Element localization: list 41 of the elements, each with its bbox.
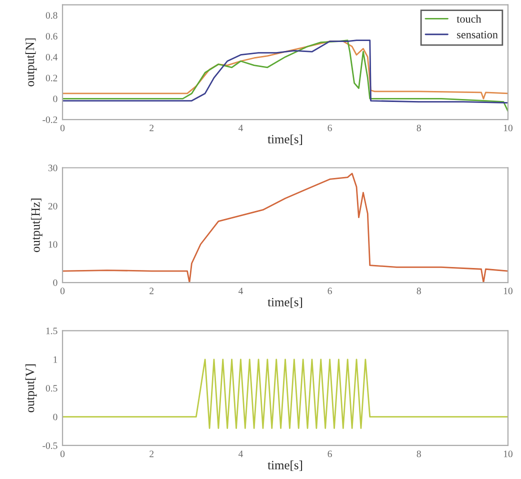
y-tick-label: 0.4 bbox=[46, 54, 58, 60]
y-tick-label: 0 bbox=[53, 96, 58, 102]
y-tick-label: 0 bbox=[53, 414, 58, 420]
y-tick-label: 0 bbox=[53, 279, 58, 286]
x-tick-label: 4 bbox=[238, 288, 243, 294]
y-tick-label: 30 bbox=[48, 164, 58, 172]
x-tick-label: 0 bbox=[60, 288, 65, 294]
x-tick-label: 8 bbox=[416, 450, 421, 458]
y-tick-label: 0.8 bbox=[46, 12, 58, 19]
x-tick-label: 10 bbox=[504, 450, 512, 458]
x-tick-label: 8 bbox=[416, 288, 421, 294]
x-tick-label: 4 bbox=[238, 450, 243, 458]
x-tick-label: 6 bbox=[328, 450, 332, 458]
x-tick-label: 8 bbox=[416, 124, 421, 132]
x-tick-label: 0 bbox=[60, 450, 65, 458]
x-tick-label: 6 bbox=[328, 124, 332, 132]
x-tick-label: 0 bbox=[60, 124, 65, 132]
x-tick-label: 10 bbox=[504, 288, 512, 294]
x-tick-label: 4 bbox=[238, 124, 243, 132]
x-tick-label: 2 bbox=[150, 124, 154, 132]
x-tick-label: 6 bbox=[328, 288, 332, 294]
y-axis-title: output[V] bbox=[25, 364, 37, 412]
x-axis-title: time[s] bbox=[268, 298, 302, 308]
legend-label: touch bbox=[456, 14, 482, 23]
y-tick-label: 0.6 bbox=[46, 32, 58, 40]
y-tick-label: -0.5 bbox=[42, 442, 58, 449]
y-tick-label: 0.5 bbox=[46, 385, 58, 392]
y-axis-title: output[N] bbox=[25, 38, 37, 86]
x-tick-label: 10 bbox=[504, 124, 512, 132]
y-axis-title: output[Hz] bbox=[31, 198, 42, 252]
x-axis-title: time[s] bbox=[268, 134, 302, 145]
y-tick-label: 20 bbox=[48, 202, 58, 210]
y-tick-label: -0.2 bbox=[42, 116, 58, 124]
y-tick-label: 10 bbox=[48, 241, 58, 248]
y-tick-label: 1.5 bbox=[46, 328, 58, 334]
x-tick-label: 2 bbox=[150, 450, 154, 458]
x-axis-title: time[s] bbox=[268, 460, 302, 471]
y-tick-label: 0.2 bbox=[46, 74, 58, 82]
x-tick-label: 2 bbox=[150, 288, 154, 294]
legend-label: sensation bbox=[457, 30, 498, 38]
y-tick-label: 1 bbox=[54, 356, 58, 363]
